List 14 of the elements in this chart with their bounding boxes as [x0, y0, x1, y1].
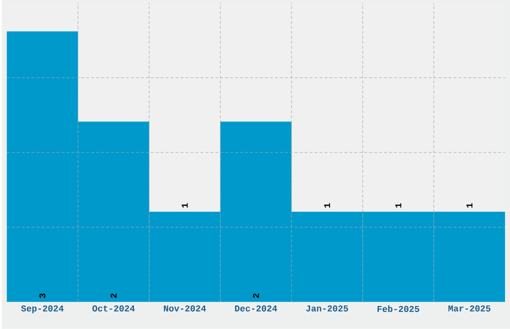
data-label: 1	[395, 203, 402, 208]
x-tick-label: Dec-2024	[235, 306, 278, 312]
x-tick-label: Feb-2025	[378, 306, 420, 312]
data-label: 2	[110, 294, 117, 298]
data-label: 3	[39, 294, 46, 298]
x-tick-label: Sep-2024	[21, 306, 64, 314]
x-tick-label: Nov-2024	[164, 306, 206, 312]
x-tick-label: Mar-2025	[448, 306, 490, 312]
x-tick-label: Jan-2025	[306, 306, 348, 312]
data-label: 1	[182, 203, 188, 208]
data-label: 2	[252, 294, 259, 298]
data-label: 1	[324, 203, 330, 208]
data-label: 1	[466, 203, 472, 208]
x-tick-label: Oct-2024	[92, 306, 135, 312]
